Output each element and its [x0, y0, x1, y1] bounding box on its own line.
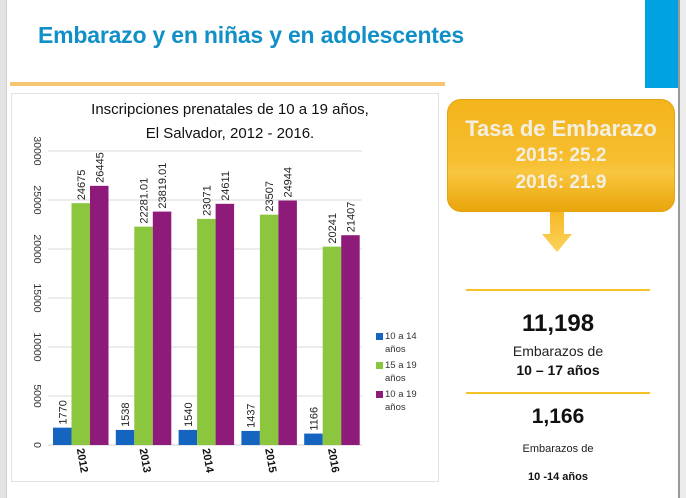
- slide-title: Embarazo y en niñas y en adolescentes: [38, 22, 464, 48]
- y-tick-label: 25000: [31, 185, 43, 214]
- data-label: 24675: [76, 170, 88, 201]
- y-tick-label: 0: [31, 442, 43, 448]
- chart-title: Inscripciones prenatales de 10 a 19 años…: [91, 101, 369, 142]
- bar-2015-series-2: [278, 200, 297, 445]
- window-right-edge: [678, 0, 686, 498]
- bar-2012-series-0: [53, 427, 72, 445]
- y-tick-label: 10000: [31, 332, 43, 361]
- data-label: 24944: [283, 167, 295, 198]
- title-underline: [10, 82, 445, 86]
- data-label: 21407: [345, 202, 357, 233]
- bar-2014-series-2: [215, 203, 235, 445]
- stat-range-10-14: 10 -14 años: [528, 471, 588, 483]
- rate-title: Tasa de Embarazo: [465, 116, 657, 141]
- stat-value-10-17: 11,198: [521, 310, 595, 337]
- data-label: 24611: [220, 171, 232, 201]
- y-tick-label: 5000: [31, 384, 43, 408]
- bar-2016-series-2: [341, 235, 360, 445]
- data-label: 1770: [57, 400, 69, 424]
- data-label: 1538: [120, 402, 132, 426]
- bar-2016-series-1: [322, 246, 342, 445]
- bar-2014-series-0: [178, 429, 198, 445]
- legend-swatch: [376, 391, 383, 398]
- bar-2014-series-1: [197, 218, 216, 445]
- legend-label: 10 a 14 años: [385, 331, 417, 355]
- bar-2012-series-2: [90, 185, 109, 446]
- legend-label: 15 a 19 años: [385, 360, 417, 384]
- data-label: 23819.01: [157, 163, 169, 209]
- legend-swatch: [376, 362, 383, 369]
- x-tick-label: 2012: [74, 447, 90, 473]
- stat-label-10-14: Embarazos de: [522, 443, 594, 455]
- stat-range-10-17: 10 – 17 años: [516, 362, 600, 378]
- bar-2013-series-1: [134, 226, 153, 445]
- data-label: 1437: [246, 403, 258, 427]
- legend-item-10-14: 10 a 14 años: [376, 330, 423, 356]
- data-label: 20241: [327, 213, 339, 244]
- bar-2013-series-0: [115, 429, 135, 445]
- bar-2012-series-1: [71, 203, 90, 445]
- window-left-edge: [0, 0, 7, 498]
- data-label: 23507: [264, 181, 276, 212]
- stat-value-10-14: 1,166: [531, 405, 585, 428]
- bar-2015-series-0: [241, 430, 260, 445]
- data-label: 1166: [308, 407, 320, 431]
- legend-label: 10 a 19 años: [385, 389, 417, 413]
- legend-item-10-19: 10 a 19 años: [376, 388, 423, 414]
- legend-swatch: [376, 333, 383, 340]
- x-tick-label: 2013: [137, 447, 153, 473]
- stat-divider-middle: [466, 392, 650, 394]
- x-tick-label: 2014: [199, 447, 215, 474]
- x-tick-label: 2016: [325, 447, 341, 473]
- accent-block: [645, 0, 680, 88]
- data-label: 23071: [201, 185, 213, 216]
- rate-2016: 2016: 21.9: [515, 172, 607, 193]
- bar-2016-series-0: [304, 433, 323, 445]
- legend-item-15-19: 15 a 19 años: [376, 359, 423, 385]
- y-tick-label: 30000: [31, 136, 43, 165]
- y-tick-label: 15000: [31, 283, 43, 312]
- data-label: 26445: [94, 152, 106, 183]
- x-tick-label: 2015: [262, 447, 278, 473]
- stat-label-10-17: Embarazos de: [512, 343, 604, 359]
- bar-2013-series-2: [152, 211, 172, 445]
- data-label: 22281.01: [139, 178, 151, 224]
- stat-divider-top: [466, 289, 650, 291]
- y-tick-label: 20000: [31, 234, 43, 263]
- arrow-down-icon: [542, 212, 572, 252]
- data-label: 1540: [183, 402, 195, 426]
- chart-legend: 10 a 14 años 15 a 19 años 10 a 19 años: [376, 330, 423, 417]
- pregnancy-rate-box: Tasa de Embarazo 2015: 25.2 2016: 21.9: [447, 99, 675, 212]
- rate-2015: 2015: 25.2: [515, 145, 607, 166]
- bar-2015-series-1: [259, 214, 279, 445]
